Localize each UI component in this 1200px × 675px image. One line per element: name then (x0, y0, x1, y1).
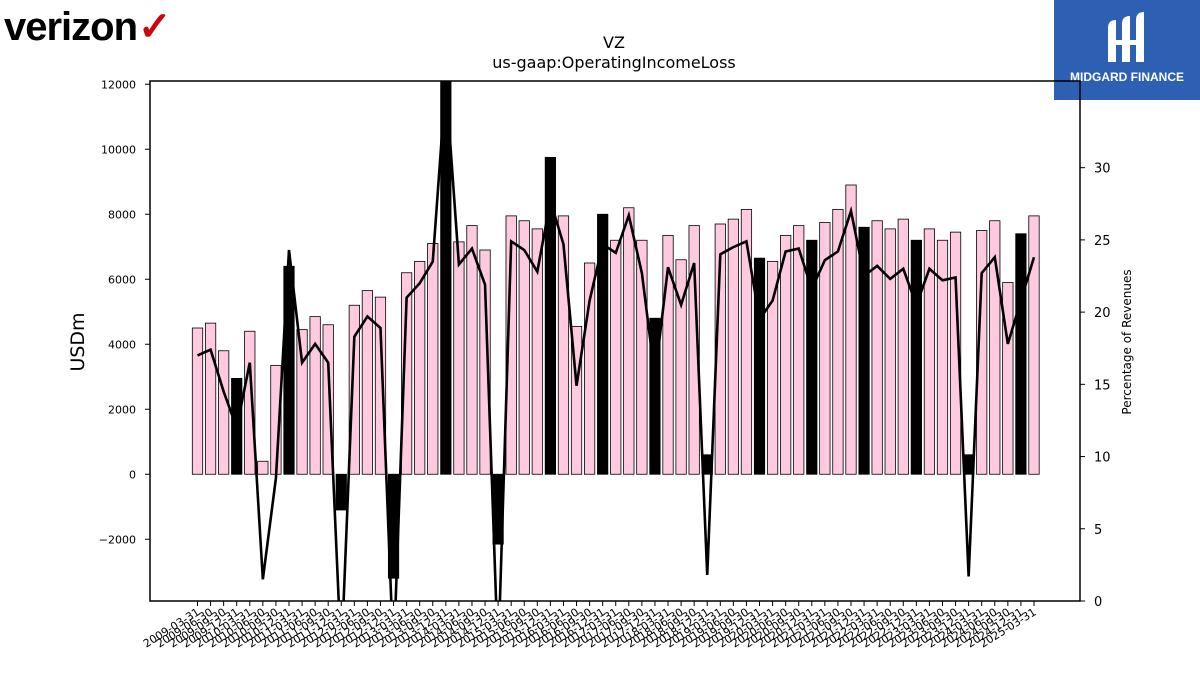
bar (479, 249, 491, 475)
bar (570, 325, 583, 475)
verizon-wordmark: verizon (4, 5, 138, 49)
bar (910, 239, 922, 475)
bar (309, 316, 321, 475)
bar (257, 460, 269, 475)
bar (740, 208, 753, 475)
bar (897, 218, 909, 475)
y-tick-label: 10000 (101, 143, 136, 156)
y2-tick-label: 30 (1094, 162, 1111, 177)
bar (753, 257, 766, 475)
y-tick-label: −2000 (99, 533, 136, 546)
bar (531, 228, 543, 475)
bar (793, 225, 805, 475)
bar (466, 225, 478, 475)
bar (348, 304, 360, 475)
bar (322, 324, 334, 475)
bar (401, 272, 413, 475)
y-tick-label: 8000 (108, 208, 136, 221)
bar (544, 156, 556, 475)
y-axis-label: USDm (67, 312, 89, 371)
y-tick-label: 4000 (108, 338, 136, 351)
bar (976, 230, 988, 475)
bar (662, 234, 674, 475)
midgard-finance-logo: MIDGARD FINANCE (1054, 0, 1200, 100)
bar (518, 220, 530, 475)
bar (884, 228, 896, 475)
bar (727, 218, 739, 475)
bar (427, 243, 439, 475)
bar (923, 228, 936, 475)
bar (1002, 282, 1014, 475)
bar (610, 239, 622, 475)
bar (557, 215, 570, 475)
bar (766, 260, 779, 475)
percentage-line (196, 81, 1036, 601)
plot-frame (149, 80, 1081, 602)
bar (1028, 215, 1040, 475)
bar (949, 231, 962, 475)
bar (453, 241, 465, 475)
y-tick-label: 6000 (108, 273, 136, 286)
y2-tick-label: 0 (1094, 595, 1102, 610)
bar (244, 330, 256, 475)
bar (1015, 233, 1027, 475)
bar (871, 220, 883, 475)
y-tick-label: 2000 (108, 403, 136, 416)
y2-tick-label: 10 (1094, 451, 1111, 466)
y2-tick-label: 20 (1094, 306, 1111, 321)
y2-tick-label: 15 (1094, 378, 1111, 393)
verizon-check-icon: ✓ (138, 5, 172, 49)
bar (218, 350, 230, 475)
bar (374, 296, 387, 475)
chart-subtitle: us-gaap:OperatingIncomeLoss (492, 53, 736, 72)
bar (361, 290, 374, 475)
bar (414, 260, 426, 475)
bar (819, 221, 831, 475)
midgard-finance-wordmark: MIDGARD FINANCE (1070, 70, 1184, 84)
bar (584, 262, 596, 475)
axes-group: −2000 0 2000 4000 6000 8000 10000 12000 0 5 10 15 20… (99, 78, 1111, 650)
y-tick-label: 0 (129, 468, 136, 481)
midgard-emblem-icon (1108, 12, 1144, 62)
bar (296, 329, 308, 475)
bar (675, 259, 687, 475)
y2-axis-label: Percentage of Revenues (1120, 269, 1134, 414)
verizon-logo: verizon✓ (4, 4, 172, 50)
chart-title: VZ (603, 33, 625, 52)
bar (989, 220, 1001, 475)
bar (780, 234, 792, 475)
bar (597, 213, 609, 475)
bar (649, 317, 661, 475)
bar (335, 473, 347, 511)
bar (806, 239, 818, 475)
bars-group (191, 80, 1040, 579)
bar (832, 208, 844, 475)
y2-tick-label: 25 (1094, 234, 1111, 249)
y-tick-label: 12000 (101, 78, 136, 91)
bar (505, 215, 517, 475)
percentage-line-group (196, 81, 1036, 601)
bar (191, 327, 204, 475)
bar (688, 225, 700, 475)
bar (858, 226, 870, 475)
bar (623, 207, 635, 475)
y2-tick-label: 5 (1094, 523, 1102, 538)
bar (204, 322, 217, 475)
bar (936, 239, 949, 475)
bar (714, 223, 726, 475)
bar (845, 184, 857, 475)
bar (636, 239, 648, 475)
